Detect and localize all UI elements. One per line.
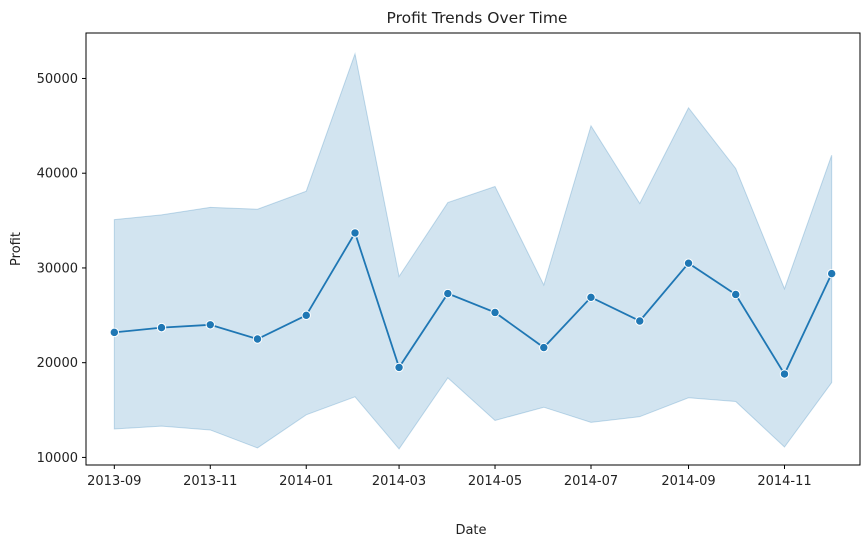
chart-title: Profit Trends Over Time xyxy=(387,9,568,27)
x-tick-label: 2014-03 xyxy=(372,474,426,489)
x-tick-label: 2014-07 xyxy=(564,474,618,489)
data-point-marker xyxy=(394,362,404,373)
data-point-marker xyxy=(539,342,549,353)
x-tick-label: 2014-11 xyxy=(757,474,811,489)
data-point-marker xyxy=(586,292,596,303)
data-point-marker xyxy=(826,268,837,279)
data-point-marker xyxy=(156,322,167,333)
confidence-band xyxy=(113,51,833,450)
profit-series-line xyxy=(114,230,833,376)
data-point-marker xyxy=(252,334,263,344)
y-tick-label: 30000 xyxy=(37,261,78,276)
data-point-marker xyxy=(205,320,215,330)
data-point-marker xyxy=(779,369,790,379)
data-point-marker xyxy=(109,327,120,338)
y-tick-label: 20000 xyxy=(37,356,78,371)
x-axis-label: Date xyxy=(455,523,486,538)
y-axis-label: Profit xyxy=(9,232,24,266)
x-tick-label: 2014-05 xyxy=(468,474,522,489)
x-tick-label: 2014-01 xyxy=(279,474,333,489)
data-point-marker xyxy=(731,289,741,300)
x-tick-label: 2013-11 xyxy=(183,474,237,489)
data-point-marker xyxy=(635,316,645,326)
data-point-marker xyxy=(301,310,311,321)
y-tick-label: 50000 xyxy=(37,72,78,87)
data-point-marker xyxy=(350,228,360,238)
y-tick-label: 40000 xyxy=(37,167,78,182)
data-point-marker xyxy=(443,288,453,299)
data-point-marker xyxy=(490,307,500,318)
data-point-marker xyxy=(683,258,694,268)
y-tick-label: 10000 xyxy=(37,451,78,466)
x-tick-label: 2013-09 xyxy=(87,474,141,489)
x-tick-label: 2014-09 xyxy=(661,474,715,489)
plot-frame xyxy=(85,32,861,466)
